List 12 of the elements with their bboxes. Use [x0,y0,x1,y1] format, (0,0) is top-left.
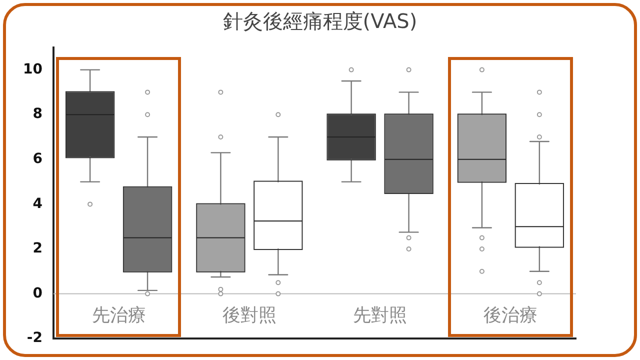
x-tick-label: 先對照 [353,304,408,326]
x-tick-label: 先治療 [92,304,146,326]
chart-title: 針灸後經痛程度(VAS) [222,8,418,35]
x-tick-label: 後治療 [484,304,538,326]
y-tick-label: 0 [32,285,43,302]
y-tick-label: 2 [32,240,42,257]
y-tick-label: 8 [32,106,42,122]
y-tick-label: -2 [26,330,42,346]
x-tick-label: 後對照 [222,304,276,326]
y-tick-label: 4 [32,196,43,212]
y-tick-label: 6 [32,151,42,168]
y-tick-label: 10 [23,61,43,78]
